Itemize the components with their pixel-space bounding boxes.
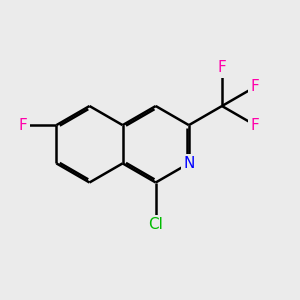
Text: F: F bbox=[251, 118, 260, 133]
Text: N: N bbox=[183, 156, 194, 171]
Text: F: F bbox=[251, 80, 260, 94]
Text: F: F bbox=[218, 60, 226, 75]
Text: Cl: Cl bbox=[148, 217, 163, 232]
Text: F: F bbox=[19, 118, 28, 133]
